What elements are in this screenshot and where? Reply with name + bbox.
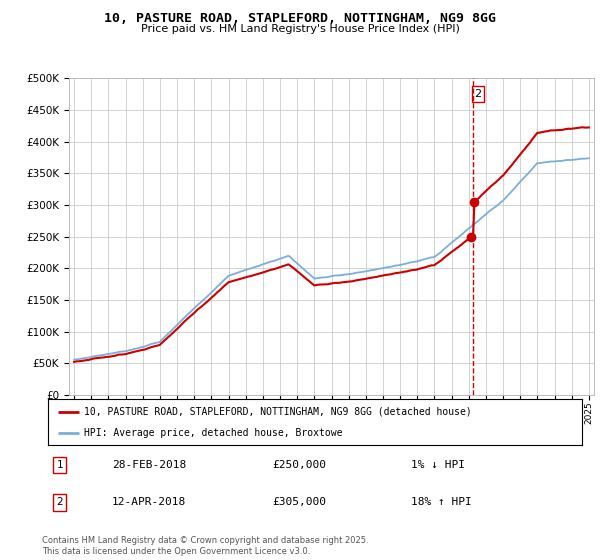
Text: 1: 1 (56, 460, 63, 470)
Text: Price paid vs. HM Land Registry's House Price Index (HPI): Price paid vs. HM Land Registry's House … (140, 24, 460, 34)
Text: 18% ↑ HPI: 18% ↑ HPI (411, 497, 472, 507)
Text: £305,000: £305,000 (272, 497, 326, 507)
Text: 2: 2 (56, 497, 63, 507)
Text: 12-APR-2018: 12-APR-2018 (112, 497, 187, 507)
Text: £250,000: £250,000 (272, 460, 326, 470)
Text: 1% ↓ HPI: 1% ↓ HPI (411, 460, 465, 470)
Text: 28-FEB-2018: 28-FEB-2018 (112, 460, 187, 470)
Text: HPI: Average price, detached house, Broxtowe: HPI: Average price, detached house, Brox… (85, 428, 343, 438)
Text: 2: 2 (475, 89, 482, 99)
Text: Contains HM Land Registry data © Crown copyright and database right 2025.
This d: Contains HM Land Registry data © Crown c… (42, 536, 368, 556)
Text: 10, PASTURE ROAD, STAPLEFORD, NOTTINGHAM, NG9 8GG: 10, PASTURE ROAD, STAPLEFORD, NOTTINGHAM… (104, 12, 496, 25)
Text: 10, PASTURE ROAD, STAPLEFORD, NOTTINGHAM, NG9 8GG (detached house): 10, PASTURE ROAD, STAPLEFORD, NOTTINGHAM… (85, 407, 472, 417)
